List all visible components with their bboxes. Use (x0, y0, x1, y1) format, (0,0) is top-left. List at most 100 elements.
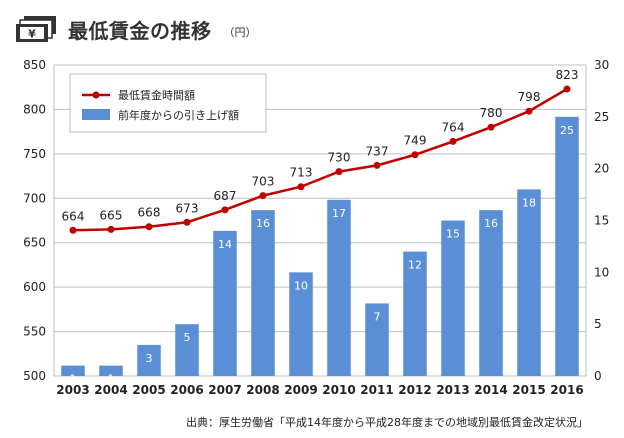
line-value-label: 749 (404, 134, 427, 148)
bar-value-label: 16 (256, 217, 270, 230)
x-tick-label: 2014 (474, 383, 507, 397)
y-left-tick-label: 850 (23, 58, 46, 72)
x-tick-label: 2006 (170, 383, 203, 397)
bar (61, 365, 85, 376)
series-line (72, 87, 568, 232)
unit-label: （円） (223, 26, 257, 39)
bar-value-label: 18 (522, 196, 536, 209)
legend-bar-label: 前年度からの引き上げ額 (118, 108, 239, 122)
x-tick-label: 2008 (246, 383, 279, 397)
page-title: 最低賃金の推移 (68, 18, 212, 43)
line-value-label: 737 (366, 144, 389, 158)
bar (289, 272, 313, 376)
legend-line-label: 最低賃金時間額 (118, 88, 195, 102)
bar-series: 1 1 3 5 14 16 10 17 7 12 15 16 18 25 (61, 116, 579, 386)
x-tick-label: 2009 (284, 383, 317, 397)
line-value-label: 780 (480, 106, 503, 120)
bar-value-label: 7 (374, 310, 381, 323)
bar-value-label: 5 (184, 331, 191, 344)
bar (517, 189, 541, 376)
line-point (411, 151, 419, 159)
line-value-label: 798 (518, 90, 541, 104)
x-tick-label: 2005 (132, 383, 165, 397)
line-point (525, 107, 533, 115)
bar-value-label: 25 (560, 124, 574, 137)
y-left-tick-label: 700 (23, 191, 46, 205)
x-tick-label: 2003 (56, 383, 89, 397)
line-point (107, 225, 115, 233)
bar (327, 199, 351, 376)
legend-bar-swatch (82, 109, 110, 120)
line-point (373, 161, 381, 169)
bar-value-label: 15 (446, 228, 460, 241)
line-value-label: 823 (556, 68, 579, 82)
y-right-tick-label: 30 (594, 58, 609, 72)
y-right-tick-label: 0 (594, 369, 602, 383)
y-right-tick-label: 10 (594, 265, 609, 279)
y-left-tick-label: 650 (23, 236, 46, 250)
line-point (69, 226, 77, 234)
line-value-label: 764 (442, 120, 465, 134)
axes: 5005506006507007508008500510152025302003… (23, 58, 609, 397)
y-left-tick-label: 600 (23, 280, 46, 294)
bar (251, 210, 275, 376)
y-left-tick-label: 550 (23, 325, 46, 339)
bar (555, 116, 579, 376)
bar (365, 303, 389, 376)
line-value-label: 703 (252, 175, 275, 189)
y-right-tick-label: 15 (594, 214, 609, 228)
bar-value-label: 3 (146, 352, 153, 365)
line-point (183, 218, 191, 226)
svg-text:¥: ¥ (28, 28, 36, 41)
line-point (563, 85, 571, 93)
y-right-tick-label: 25 (594, 110, 609, 124)
line-value-label: 713 (290, 166, 313, 180)
bar-value-label: 16 (484, 217, 498, 230)
y-left-tick-label: 500 (23, 369, 46, 383)
line-value-label: 687 (214, 189, 237, 203)
bar (213, 230, 237, 376)
bar (137, 344, 161, 376)
bar-value-label: 14 (218, 238, 232, 251)
legend: 最低賃金時間額 前年度からの引き上げ額 (69, 73, 267, 133)
line-value-label: 665 (100, 208, 123, 222)
line-point (335, 168, 343, 176)
bar-value-label: 1 (108, 373, 115, 386)
line-value-label: 673 (176, 201, 199, 215)
bar (99, 365, 123, 376)
x-tick-label: 2004 (94, 383, 127, 397)
y-left-tick-label: 800 (23, 102, 46, 116)
line-point (487, 123, 495, 131)
x-tick-label: 2007 (208, 383, 241, 397)
line-point (145, 223, 153, 231)
y-right-tick-label: 5 (594, 317, 602, 331)
source-note: 出典：厚生労働省「平成14年度から平成28年度までの地域別最低賃金改定状況」 (186, 416, 588, 429)
bar (403, 251, 427, 376)
line-value-label: 668 (138, 206, 161, 220)
bar (175, 324, 199, 376)
line-value-label: 730 (328, 151, 351, 165)
x-tick-label: 2015 (512, 383, 545, 397)
y-right-tick-label: 20 (594, 162, 609, 176)
line-value-label: 664 (62, 209, 85, 223)
line-point (449, 137, 457, 145)
x-tick-label: 2010 (322, 383, 355, 397)
x-tick-label: 2012 (398, 383, 431, 397)
x-tick-label: 2013 (436, 383, 469, 397)
bar-value-label: 1 (70, 373, 77, 386)
money-icon: ¥ (16, 16, 56, 42)
y-left-tick-label: 750 (23, 147, 46, 161)
legend-box (69, 73, 267, 133)
chart-header: ¥ 最低賃金の推移 （円） (14, 12, 257, 46)
line-point (221, 206, 229, 214)
bar (441, 220, 465, 376)
line-point (297, 183, 305, 191)
legend-line-marker (92, 91, 100, 99)
x-tick-label: 2011 (360, 383, 393, 397)
bar (479, 210, 503, 376)
x-tick-label: 2016 (550, 383, 583, 397)
bar-value-label: 17 (332, 207, 346, 220)
line-series: 664 665 668 673 687 703 713 730 737 749 764 780 798 8… (62, 68, 579, 234)
